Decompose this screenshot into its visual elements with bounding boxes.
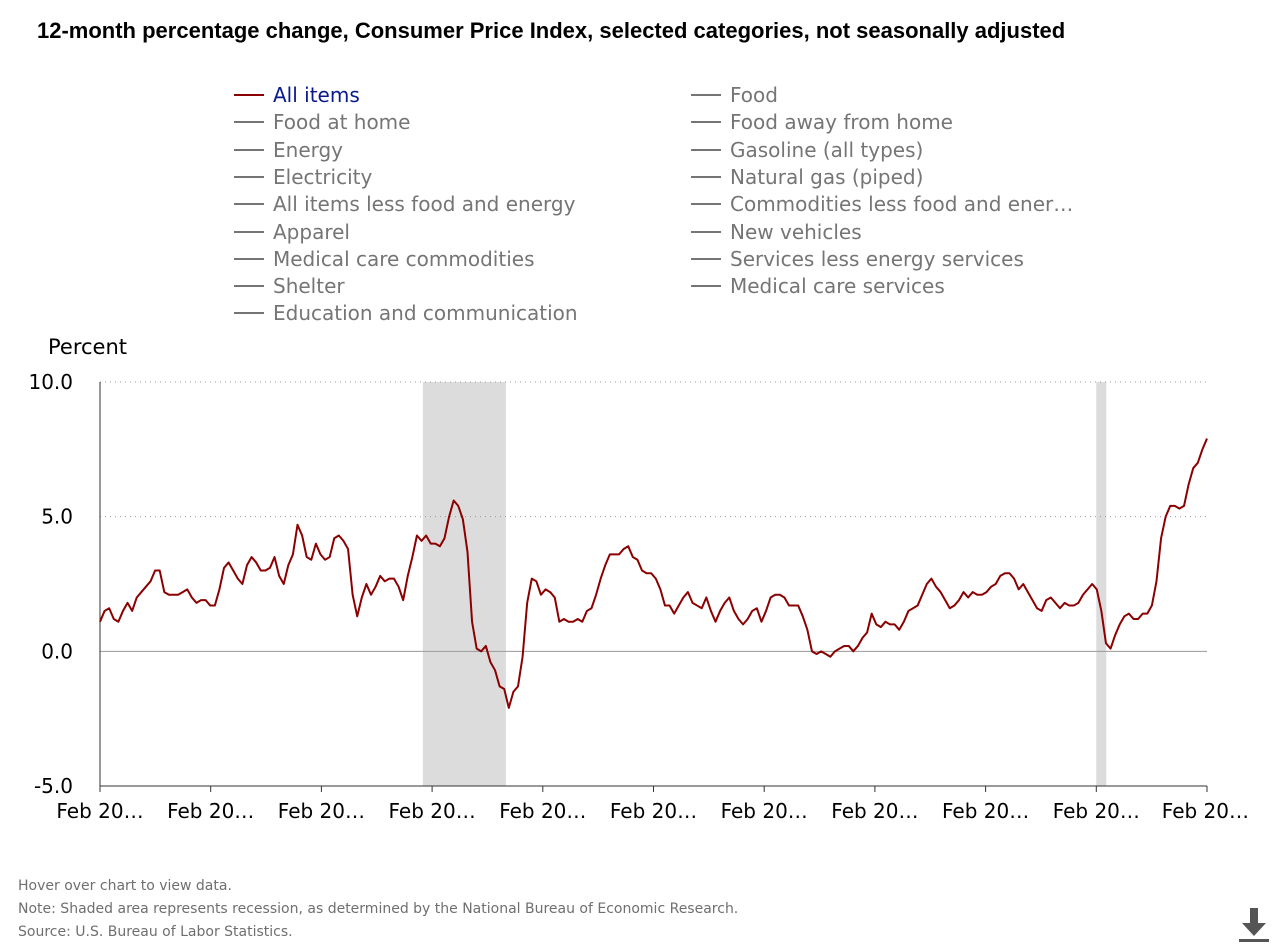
legend-item[interactable]: Medical care commodities <box>234 247 534 271</box>
legend-swatch <box>234 148 264 151</box>
legend-item[interactable]: Apparel <box>234 220 350 244</box>
legend-item[interactable]: Services less energy services <box>691 247 1024 271</box>
legend-item[interactable]: Electricity <box>234 165 372 189</box>
x-tick-label: Feb 20… <box>1053 799 1140 823</box>
x-tick-label: Feb 20… <box>1162 799 1249 823</box>
legend-label: Natural gas (piped) <box>730 164 924 189</box>
legend-swatch <box>234 312 264 315</box>
legend-label: Shelter <box>273 274 345 299</box>
recession-note: Note: Shaded area represents recession, … <box>18 901 739 917</box>
legend-label: Food away from home <box>730 110 953 135</box>
legend-item[interactable]: Food <box>691 83 778 107</box>
legend-label: Food at home <box>273 110 411 135</box>
legend-item[interactable]: Shelter <box>234 274 345 298</box>
x-tick-label: Feb 20… <box>388 799 475 823</box>
legend-item[interactable]: All items less food and energy <box>234 192 575 216</box>
x-tick-label: Feb 20… <box>831 799 918 823</box>
x-tick-label: Feb 20… <box>499 799 586 823</box>
legend-swatch <box>691 230 721 233</box>
y-axis-label: Percent <box>48 335 127 359</box>
legend-label: Energy <box>273 137 344 162</box>
legend-swatch <box>234 285 264 288</box>
x-tick-label: Feb 20… <box>610 799 697 823</box>
y-tick-label: 5.0 <box>41 505 73 529</box>
chart-title: 12-month percentage change, Consumer Pri… <box>37 18 1066 43</box>
y-tick-label: 0.0 <box>41 639 73 663</box>
legend-label: New vehicles <box>730 219 862 244</box>
line-chart[interactable]: 10.0 5.0 0.0 -5.0 Percent Feb 20… Feb 20… Feb 2… <box>0 330 1280 830</box>
legend-swatch <box>691 285 721 288</box>
legend-item[interactable]: All items <box>234 83 360 107</box>
legend-label: Medical care services <box>730 274 945 299</box>
legend-label: Food <box>730 83 778 107</box>
legend-swatch <box>691 175 721 178</box>
legend-label: All items less food and energy <box>273 192 576 217</box>
legend-label: Electricity <box>273 164 373 189</box>
x-tick-label: Feb 20… <box>721 799 808 823</box>
legend-label: Education and communication <box>273 301 578 326</box>
y-tick-label: -5.0 <box>34 774 73 798</box>
legend-item[interactable]: Food away from home <box>691 110 953 134</box>
y-tick-label: 10.0 <box>28 370 73 394</box>
legend-item[interactable]: Gasoline (all types) <box>691 138 923 162</box>
legend-label: Gasoline (all types) <box>730 137 924 162</box>
legend-swatch <box>691 257 721 260</box>
legend-item[interactable]: Natural gas (piped) <box>691 165 923 189</box>
legend-item[interactable]: New vehicles <box>691 220 862 244</box>
legend-swatch <box>234 257 264 260</box>
legend-item[interactable]: Food at home <box>234 110 410 134</box>
source-note: Source: U.S. Bureau of Labor Statistics. <box>18 924 293 940</box>
x-tick-label: Feb 20… <box>167 799 254 823</box>
legend-swatch <box>691 148 721 151</box>
recession-band <box>1096 382 1107 786</box>
hover-hint: Hover over chart to view data. <box>18 878 232 894</box>
legend-item[interactable]: Commodities less food and ener… <box>691 192 1073 216</box>
legend-swatch <box>234 94 264 96</box>
recession-band <box>422 382 506 786</box>
legend-item[interactable]: Energy <box>234 138 343 162</box>
download-icon[interactable] <box>1238 906 1270 944</box>
series-line[interactable] <box>99 438 1208 709</box>
x-tick-label: Feb 20… <box>278 799 365 823</box>
legend-label: All items <box>273 83 360 107</box>
x-tick-label: Feb 20… <box>56 799 143 823</box>
legend-swatch <box>234 230 264 233</box>
legend-label: Apparel <box>273 219 350 244</box>
legend-swatch <box>234 175 264 178</box>
legend-swatch <box>691 94 721 96</box>
legend-item[interactable]: Medical care services <box>691 274 945 298</box>
legend-item[interactable]: Education and communication <box>234 301 578 325</box>
legend-label: Medical care commodities <box>273 246 535 271</box>
legend-swatch <box>691 203 721 206</box>
legend-swatch <box>234 121 264 124</box>
legend-swatch <box>234 203 264 206</box>
legend-label: Commodities less food and ener… <box>730 192 1074 217</box>
legend-swatch <box>691 121 721 124</box>
legend-label: Services less energy services <box>730 246 1024 271</box>
x-tick-label: Feb 20… <box>942 799 1029 823</box>
